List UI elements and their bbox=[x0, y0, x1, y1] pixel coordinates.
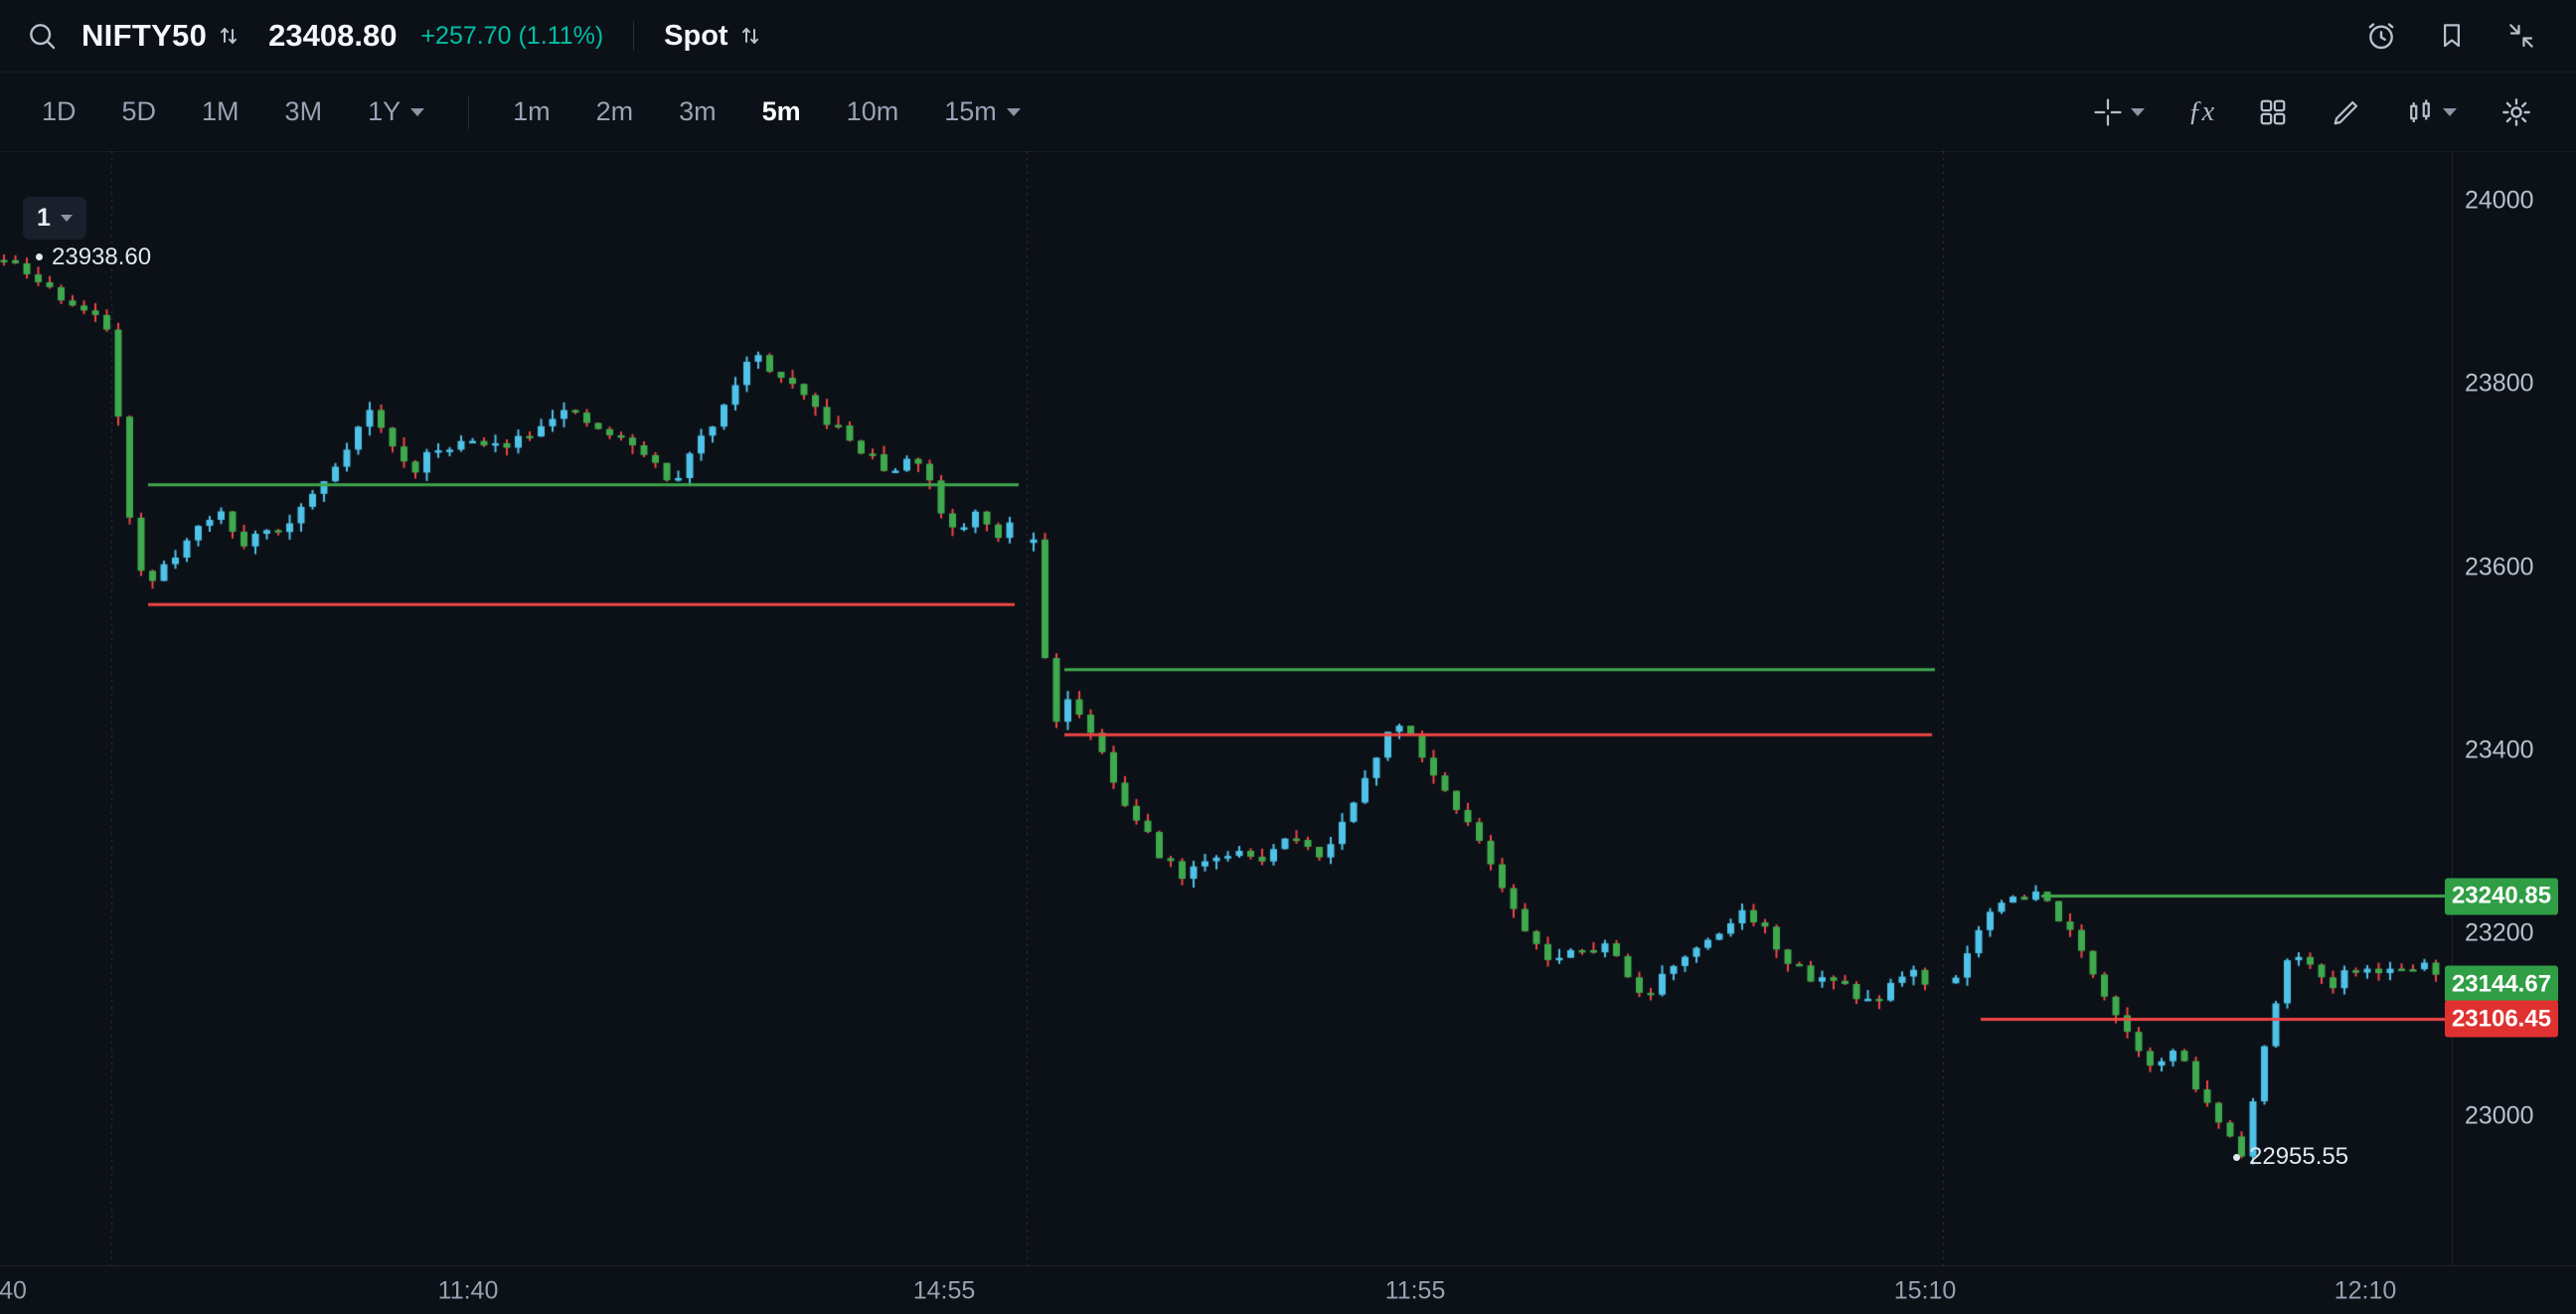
price-axis-label: 23200 bbox=[2465, 918, 2534, 947]
symbol-name: NIFTY50 bbox=[81, 18, 208, 53]
layout-grid-icon bbox=[2258, 97, 2288, 127]
range-3m[interactable]: 3M bbox=[284, 96, 323, 126]
candlestick-chart[interactable] bbox=[0, 151, 2452, 1265]
range-1y-dropdown[interactable]: 1Y bbox=[352, 86, 440, 137]
crosshair-icon bbox=[2093, 97, 2123, 127]
price-axis-label: 23600 bbox=[2465, 553, 2534, 581]
indicators-tool[interactable]: ƒx bbox=[2188, 96, 2214, 128]
interval-5m-active[interactable]: 5m bbox=[761, 96, 801, 126]
marker-dot-icon bbox=[36, 253, 43, 261]
symbol-swap-icon bbox=[217, 24, 241, 48]
time-axis[interactable]: 40 11:40 14:55 11:55 15:10 12:10 bbox=[0, 1265, 2576, 1314]
price-axis-label: 24000 bbox=[2465, 186, 2534, 215]
bookmark-icon[interactable] bbox=[2437, 21, 2467, 51]
market-type-switcher[interactable]: Spot bbox=[664, 20, 761, 53]
timeframe-controls: 1D 5D 1M 3M 1Y 1m 2m 3m 5m 10m 15m bbox=[0, 86, 1037, 137]
header-left: NIFTY50 23408.80 +257.70 (1.11%) Spot bbox=[0, 18, 762, 54]
last-price: 23408.80 bbox=[268, 18, 398, 53]
header-divider bbox=[633, 21, 635, 51]
chart-tools: ƒx bbox=[2093, 96, 2576, 128]
symbol-switcher[interactable]: NIFTY50 bbox=[81, 18, 241, 54]
settings-gear-icon bbox=[2500, 96, 2532, 128]
draw-tool[interactable] bbox=[2332, 97, 2361, 127]
time-axis-label: 11:40 bbox=[437, 1276, 499, 1304]
range-1d[interactable]: 1D bbox=[42, 96, 77, 126]
price-axis[interactable]: 24000 23800 23600 23400 23200 23000 bbox=[2452, 151, 2576, 1265]
interval-10m[interactable]: 10m bbox=[846, 96, 899, 126]
range-5d[interactable]: 5D bbox=[121, 96, 157, 126]
indicator-count: 1 bbox=[37, 204, 51, 232]
chevron-down-icon bbox=[2443, 107, 2457, 116]
chevron-down-icon bbox=[2130, 107, 2145, 116]
spot-swap-icon bbox=[738, 24, 762, 48]
price-marker: 23938.60 bbox=[36, 244, 151, 271]
layout-tool[interactable] bbox=[2258, 97, 2288, 127]
header: NIFTY50 23408.80 +257.70 (1.11%) Spot bbox=[0, 0, 2576, 73]
interval-2m[interactable]: 2m bbox=[595, 96, 634, 126]
draw-pencil-icon bbox=[2332, 97, 2361, 127]
indicator-count-button[interactable]: 1 bbox=[23, 197, 86, 240]
price-level-badge: 23240.85 bbox=[2445, 878, 2558, 915]
price-level-badge: 23106.45 bbox=[2445, 1000, 2558, 1038]
interval-15m-label: 15m bbox=[944, 96, 997, 126]
chart-toolbar: 1D 5D 1M 3M 1Y 1m 2m 3m 5m 10m 15m bbox=[0, 73, 2576, 152]
chart-area: 1 23938.60 22955.55 23240.85 23144.67 23106… bbox=[0, 151, 2576, 1265]
price-marker: 22955.55 bbox=[2233, 1143, 2348, 1171]
alert-clock-icon[interactable] bbox=[2365, 20, 2397, 52]
function-icon: ƒx bbox=[2187, 95, 2214, 127]
interval-15m-dropdown[interactable]: 15m bbox=[928, 86, 1037, 137]
range-1y-label: 1Y bbox=[368, 96, 402, 126]
interval-3m[interactable]: 3m bbox=[679, 96, 717, 126]
time-axis-label: 15:10 bbox=[1893, 1276, 1957, 1304]
time-axis-label: 40 bbox=[0, 1276, 27, 1304]
chevron-down-icon bbox=[410, 107, 425, 116]
chevron-down-icon bbox=[1006, 107, 1021, 116]
price-axis-label: 23000 bbox=[2465, 1101, 2534, 1130]
price-change: +257.70 (1.11%) bbox=[420, 21, 604, 50]
range-1m[interactable]: 1M bbox=[202, 96, 240, 126]
marker-price-label: 22955.55 bbox=[2249, 1143, 2349, 1171]
interval-1m[interactable]: 1m bbox=[513, 96, 551, 126]
candlestick-type-icon bbox=[2405, 97, 2435, 127]
time-axis-label: 12:10 bbox=[2334, 1276, 2397, 1304]
chart-type-tool[interactable] bbox=[2405, 97, 2457, 127]
price-level-badge: 23144.67 bbox=[2445, 965, 2558, 1003]
chevron-down-icon bbox=[60, 215, 73, 222]
marker-price-label: 23938.60 bbox=[52, 243, 152, 270]
search-icon[interactable] bbox=[26, 20, 58, 52]
crosshair-tool[interactable] bbox=[2093, 97, 2145, 127]
price-axis-label: 23400 bbox=[2465, 736, 2534, 764]
time-axis-label: 11:55 bbox=[1384, 1276, 1446, 1304]
market-type-label: Spot bbox=[664, 19, 728, 52]
header-right bbox=[2365, 20, 2576, 52]
collapse-icon[interactable] bbox=[2506, 21, 2536, 51]
price-axis-label: 23800 bbox=[2465, 369, 2534, 398]
settings-tool[interactable] bbox=[2500, 96, 2532, 128]
time-axis-label: 14:55 bbox=[912, 1276, 976, 1304]
marker-dot-icon bbox=[2233, 1153, 2240, 1161]
toolbar-divider bbox=[468, 94, 470, 129]
